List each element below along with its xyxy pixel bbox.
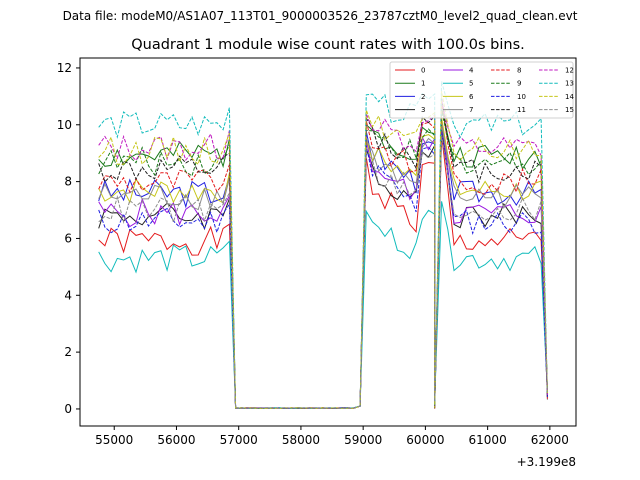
x-axis: 55000 56000 57000 58000 59000 60000 61000 62000 (95, 426, 569, 447)
chart-title: Quadrant 1 module wise count rates with … (131, 37, 525, 53)
legend-label-9: 9 (517, 80, 521, 88)
legend-label-11: 11 (517, 106, 526, 114)
y-tick-label: 12 (57, 61, 72, 75)
series-line-14 (98, 91, 548, 409)
legend-label-4: 4 (469, 67, 474, 75)
plot-frame (79, 57, 577, 427)
y-axis: 0 2 4 6 8 10 12 (57, 61, 80, 416)
legend-label-5: 5 (469, 80, 473, 88)
legend-label-10: 10 (517, 93, 526, 101)
legend-box (389, 61, 574, 119)
x-offset-label: +3.199e8 (517, 455, 576, 469)
y-tick-label: 8 (64, 175, 72, 189)
y-tick-label: 6 (64, 231, 72, 245)
y-tick-label: 4 (64, 288, 72, 302)
x-tick-label: 61000 (469, 433, 507, 447)
legend-label-0: 0 (421, 67, 425, 75)
legend-label-2: 2 (421, 93, 425, 101)
x-tick-label: 60000 (406, 433, 444, 447)
x-tick-label: 57000 (220, 433, 258, 447)
series-line-11 (98, 98, 548, 409)
legend-label-6: 6 (469, 93, 474, 101)
x-tick-label: 58000 (282, 433, 320, 447)
legend-label-15: 15 (565, 106, 574, 114)
plot-area (80, 58, 576, 426)
legend-label-13: 13 (565, 80, 574, 88)
y-tick-label: 0 (64, 402, 72, 416)
x-tick-label: 56000 (157, 433, 195, 447)
legend-label-12: 12 (565, 67, 574, 75)
y-tick-label: 2 (64, 345, 72, 359)
x-tick-label: 55000 (95, 433, 133, 447)
legend-label-14: 14 (565, 93, 574, 101)
x-tick-label: 62000 (531, 433, 569, 447)
legend-label-7: 7 (469, 106, 473, 114)
legend-label-3: 3 (421, 106, 425, 114)
page-title: Data file: modeM0/AS1A07_113T01_90000035… (63, 9, 578, 23)
y-tick-label: 10 (57, 118, 72, 132)
x-tick-label: 59000 (344, 433, 382, 447)
series-line-15 (98, 135, 548, 409)
legend-label-1: 1 (421, 80, 425, 88)
series-layer (98, 81, 548, 409)
legend-label-8: 8 (517, 67, 521, 75)
